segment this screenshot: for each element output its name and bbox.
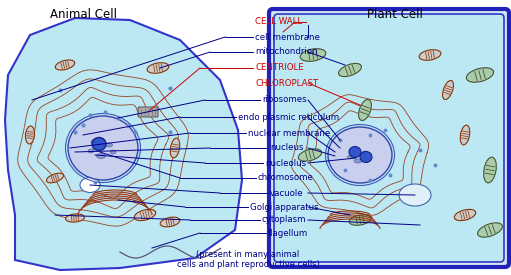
Text: mitochondrion: mitochondrion: [255, 48, 317, 56]
Ellipse shape: [47, 173, 63, 183]
Ellipse shape: [68, 116, 138, 180]
Ellipse shape: [105, 143, 112, 147]
Text: nucleus: nucleus: [270, 144, 304, 153]
Ellipse shape: [349, 215, 371, 225]
Ellipse shape: [454, 209, 476, 221]
Text: cell membrane: cell membrane: [255, 32, 320, 42]
Ellipse shape: [134, 209, 156, 221]
Text: CHLOROPLAST: CHLOROPLAST: [255, 78, 318, 87]
Ellipse shape: [91, 139, 99, 144]
Ellipse shape: [170, 138, 180, 158]
Text: Golgi apparatus: Golgi apparatus: [250, 202, 319, 211]
Text: Plant Cell: Plant Cell: [367, 8, 423, 21]
Ellipse shape: [26, 126, 35, 144]
Text: flagellum: flagellum: [268, 229, 308, 238]
Text: Animal Cell: Animal Cell: [50, 8, 117, 21]
Text: (present in many animal
cells and plant reproductive cells): (present in many animal cells and plant …: [177, 250, 319, 270]
Ellipse shape: [359, 100, 371, 120]
Text: vacuole: vacuole: [270, 188, 304, 197]
Ellipse shape: [110, 150, 116, 154]
Ellipse shape: [349, 147, 361, 158]
Ellipse shape: [360, 152, 372, 163]
Ellipse shape: [419, 50, 441, 60]
Ellipse shape: [362, 151, 368, 155]
Ellipse shape: [399, 184, 431, 206]
Ellipse shape: [351, 148, 358, 152]
Text: nuclear membrane: nuclear membrane: [248, 128, 330, 138]
Ellipse shape: [298, 149, 322, 161]
Ellipse shape: [80, 177, 100, 192]
Ellipse shape: [328, 127, 392, 183]
Ellipse shape: [55, 60, 75, 70]
Ellipse shape: [147, 63, 169, 73]
Text: nucleolus: nucleolus: [265, 158, 306, 167]
FancyBboxPatch shape: [274, 14, 504, 262]
Ellipse shape: [478, 223, 502, 237]
Ellipse shape: [365, 156, 370, 160]
Ellipse shape: [300, 49, 326, 61]
Ellipse shape: [467, 68, 494, 82]
Ellipse shape: [97, 153, 105, 158]
Polygon shape: [5, 18, 242, 270]
Text: ribosomes: ribosomes: [262, 95, 307, 104]
Ellipse shape: [160, 217, 180, 227]
Text: CELL WALL: CELL WALL: [255, 18, 302, 26]
Ellipse shape: [443, 81, 453, 100]
Ellipse shape: [354, 159, 362, 163]
Ellipse shape: [65, 214, 84, 222]
Text: cytoplasm: cytoplasm: [262, 216, 307, 224]
FancyBboxPatch shape: [138, 107, 158, 117]
FancyBboxPatch shape: [269, 9, 509, 267]
Text: CENTRIOLE: CENTRIOLE: [255, 64, 304, 73]
Ellipse shape: [460, 125, 470, 145]
Ellipse shape: [484, 157, 496, 183]
Text: endo plasmic reticulum: endo plasmic reticulum: [238, 112, 339, 122]
Ellipse shape: [88, 149, 94, 153]
Text: chromosome: chromosome: [258, 174, 314, 183]
Ellipse shape: [339, 64, 361, 77]
Ellipse shape: [347, 155, 353, 158]
Ellipse shape: [92, 138, 106, 150]
